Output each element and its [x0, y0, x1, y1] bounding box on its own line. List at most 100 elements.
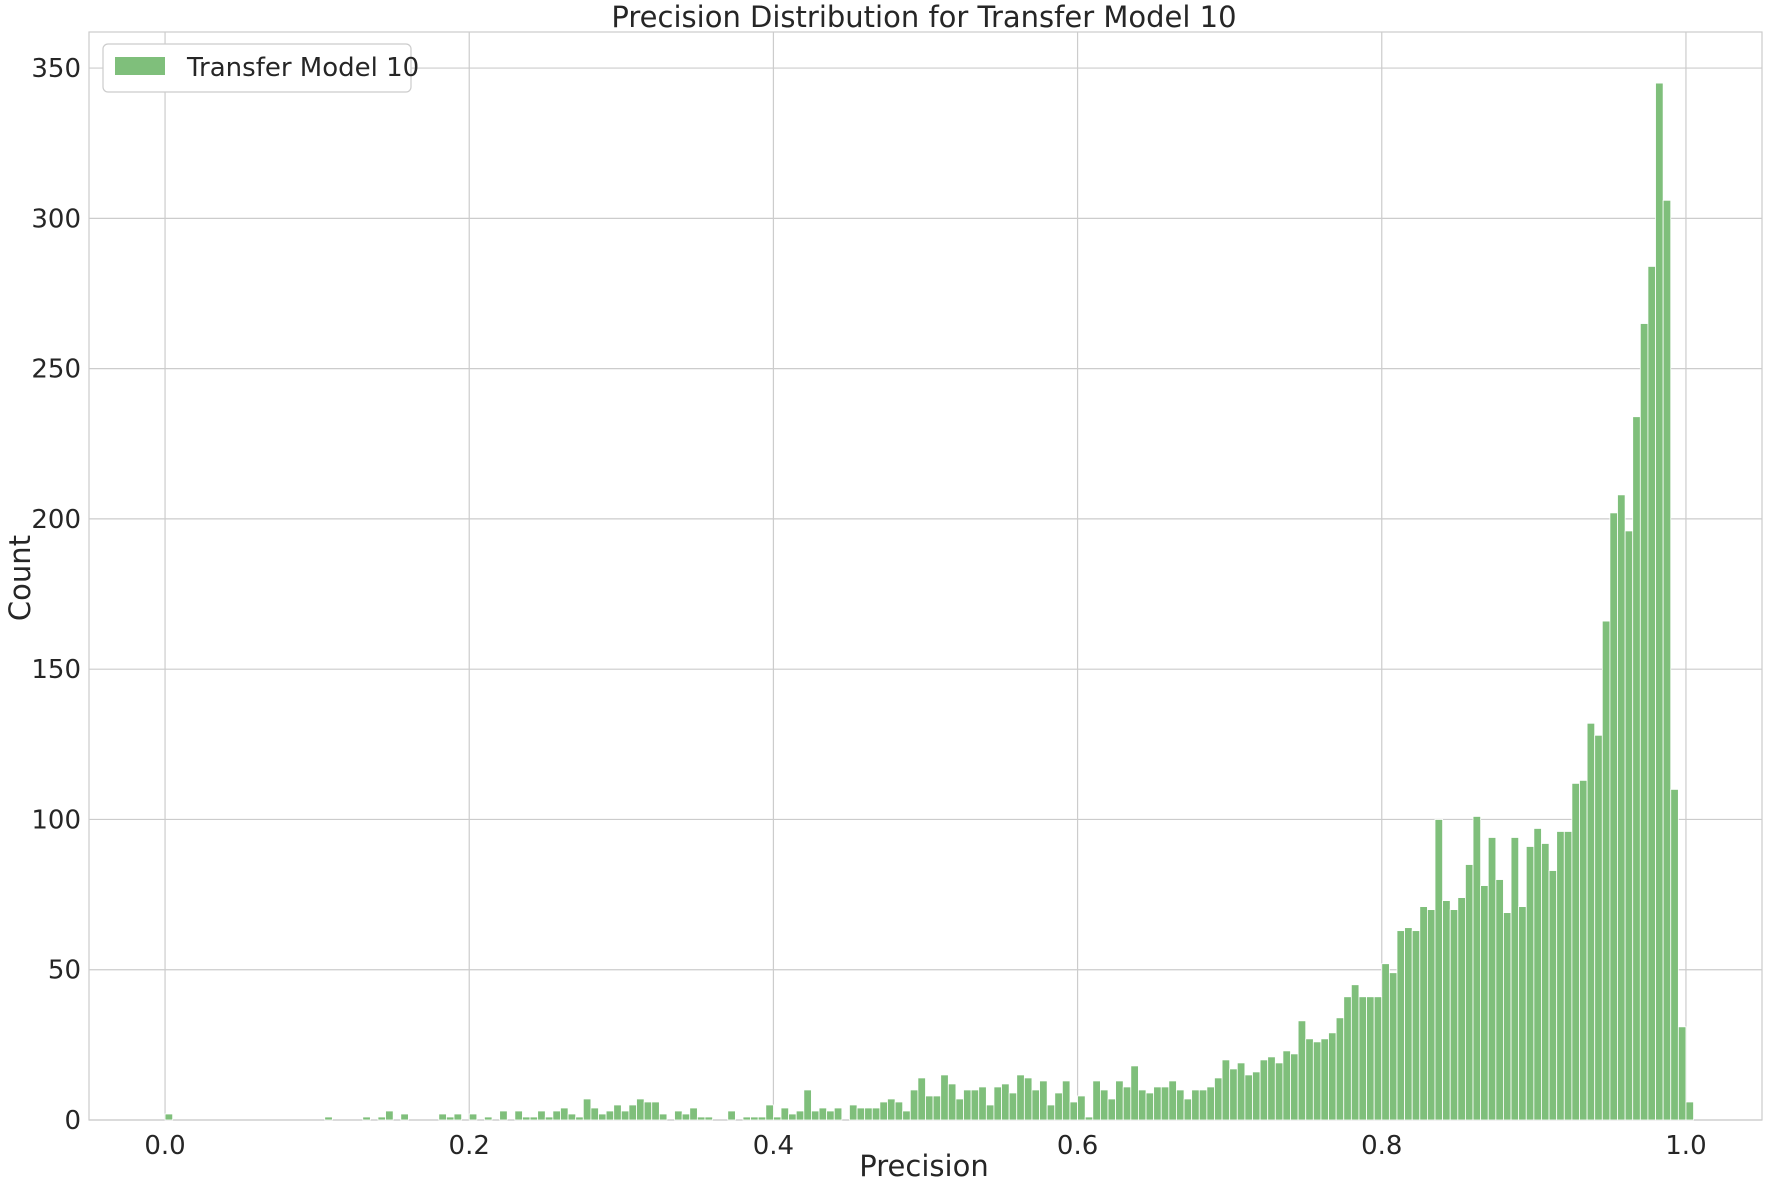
- histogram-bar: [1145, 1092, 1155, 1121]
- histogram-bar: [636, 1098, 645, 1121]
- histogram-bar: [1328, 1032, 1337, 1121]
- y-tick-label: 350: [31, 54, 81, 84]
- histogram-bar: [1282, 1050, 1291, 1121]
- histogram-bar: [1236, 1062, 1246, 1121]
- histogram-bar: [1191, 1089, 1200, 1121]
- histogram-bar: [1472, 816, 1482, 1121]
- histogram-bar: [1023, 1077, 1033, 1121]
- histogram-bar: [1252, 1071, 1261, 1121]
- histogram-bar: [780, 1107, 790, 1121]
- histogram-bar: [1214, 1077, 1223, 1121]
- histogram-bar: [628, 1104, 637, 1121]
- histogram-bar: [1077, 1095, 1086, 1121]
- histogram-bar: [164, 1113, 174, 1121]
- histogram-bar: [1586, 722, 1596, 1121]
- histogram-bar: [788, 1113, 797, 1121]
- histogram-bar: [1563, 831, 1573, 1121]
- y-tick-label: 100: [31, 805, 81, 835]
- histogram-bar: [963, 1089, 972, 1121]
- x-tick-label: 0.0: [144, 1131, 185, 1161]
- histogram-bar: [925, 1095, 934, 1121]
- histogram-bar: [856, 1107, 866, 1121]
- histogram-bar: [590, 1107, 599, 1121]
- histogram-bar: [1617, 494, 1626, 1121]
- histogram-bar: [826, 1110, 835, 1121]
- x-tick-label: 0.8: [1361, 1131, 1402, 1161]
- histogram-bar: [1556, 831, 1565, 1121]
- histogram-bar: [1031, 1089, 1040, 1121]
- histogram-bar: [1016, 1074, 1025, 1121]
- histogram-bar: [727, 1110, 736, 1121]
- y-tick-label: 300: [31, 204, 81, 234]
- y-tick-label: 200: [31, 505, 81, 535]
- histogram-bar: [446, 1116, 455, 1121]
- histogram-bar: [1312, 1041, 1322, 1121]
- histogram-bar: [1259, 1059, 1269, 1121]
- histogram-bar: [1122, 1086, 1132, 1121]
- histogram-bar: [1100, 1089, 1109, 1121]
- histogram-bar: [757, 1116, 767, 1121]
- histogram-bar: [1084, 1116, 1094, 1121]
- y-tick-label: 50: [48, 956, 81, 986]
- histogram-bar: [1160, 1086, 1170, 1121]
- legend: Transfer Model 10: [102, 43, 419, 93]
- histogram-bar: [1001, 1083, 1010, 1121]
- y-tick-label: 0: [64, 1106, 81, 1136]
- histogram-bar: [605, 1110, 615, 1121]
- histogram-bar: [1662, 199, 1672, 1121]
- histogram-bar: [1465, 864, 1474, 1121]
- histogram-bar: [818, 1107, 828, 1121]
- histogram-bar: [1107, 1098, 1117, 1121]
- histogram-bar: [887, 1098, 896, 1121]
- histogram-bar: [902, 1110, 911, 1121]
- histogram-bar: [560, 1107, 569, 1121]
- histogram-bar: [613, 1104, 622, 1121]
- histogram-bar: [1677, 1026, 1687, 1121]
- histogram-bar: [947, 1083, 957, 1121]
- histogram-bar: [742, 1116, 751, 1121]
- legend-frame: [102, 43, 412, 93]
- histogram-bar: [1054, 1092, 1063, 1121]
- histogram-bar: [1153, 1086, 1162, 1121]
- y-tick-label: 250: [31, 355, 81, 385]
- histogram-bar: [1183, 1098, 1193, 1121]
- histogram-bar: [1138, 1089, 1147, 1121]
- histogram-bar: [1366, 996, 1375, 1121]
- histogram-bar: [514, 1110, 523, 1121]
- x-tick-label: 0.4: [753, 1131, 794, 1161]
- histogram-bars: [164, 82, 1694, 1121]
- histogram-bar: [879, 1101, 888, 1121]
- histogram-bar: [1404, 927, 1413, 1121]
- histogram-bar: [849, 1104, 858, 1121]
- histogram-bar: [704, 1116, 713, 1121]
- histogram-bar: [765, 1104, 774, 1121]
- histogram-bar: [1221, 1059, 1231, 1121]
- histogram-bar: [1571, 782, 1580, 1121]
- histogram-bar: [917, 1077, 926, 1121]
- histogram-bar: [1115, 1080, 1124, 1121]
- histogram-bar: [1092, 1080, 1101, 1121]
- histogram-bar: [620, 1110, 630, 1121]
- histogram-bar: [1594, 734, 1603, 1121]
- x-tick-label: 1.0: [1665, 1131, 1706, 1161]
- histogram-bar: [1381, 963, 1390, 1121]
- y-axis-label: Count: [3, 535, 37, 621]
- histogram-bar: [1358, 996, 1367, 1121]
- histogram-bar: [1335, 1017, 1345, 1121]
- histogram-bar: [1396, 930, 1405, 1121]
- histogram-bar: [1130, 1065, 1139, 1121]
- legend-entry-label: Transfer Model 10: [186, 53, 419, 83]
- histogram-bar: [362, 1116, 371, 1121]
- histogram-bar: [1442, 900, 1451, 1121]
- histogram-bar: [681, 1113, 691, 1121]
- histogram-bar: [955, 1098, 964, 1121]
- histogram-bar: [484, 1116, 493, 1121]
- histogram-bar: [1624, 530, 1634, 1121]
- histogram-bar: [985, 1104, 995, 1121]
- histogram-bar: [750, 1116, 759, 1121]
- histogram-bar: [453, 1113, 463, 1121]
- x-tick-label: 0.6: [1057, 1131, 1098, 1161]
- histogram-bar: [1039, 1080, 1048, 1121]
- histogram-bar: [1427, 909, 1436, 1121]
